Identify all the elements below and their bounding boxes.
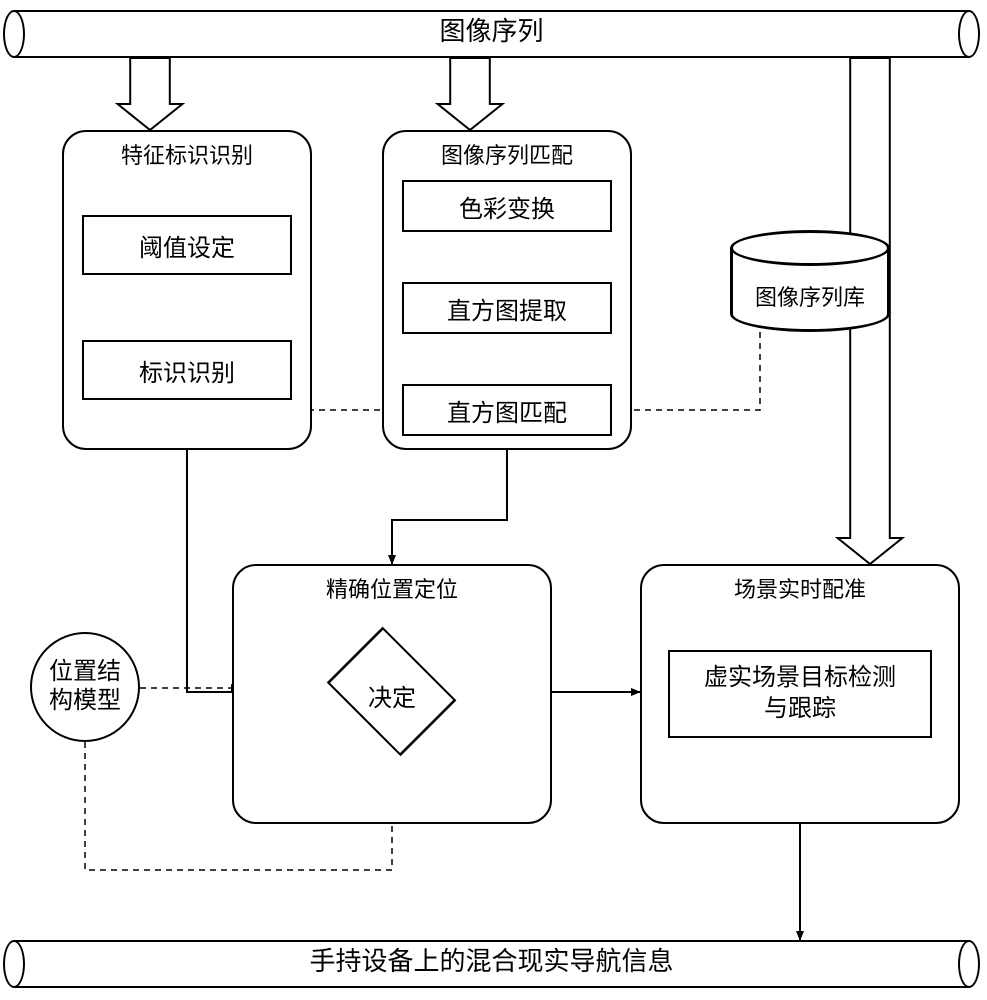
bus-top: 图像序列: [14, 10, 969, 58]
bus-top-label: 图像序列: [439, 17, 543, 46]
circle-position-model: 位置结构模型: [30, 632, 140, 742]
proc-scene-detect-track: 虚实场景目标检测与跟踪: [668, 650, 932, 738]
proc-histogram-match: 直方图匹配: [402, 384, 612, 436]
decision-label: 决定: [318, 678, 466, 713]
module-feature: 特征标识识别: [62, 130, 312, 450]
bus-top-cap-right: [958, 10, 980, 58]
module-register-title: 场景实时配准: [642, 572, 958, 604]
database-label: 图像序列库: [730, 280, 890, 312]
module-feature-title: 特征标识识别: [64, 138, 310, 170]
circle-position-model-label: 位置结构模型: [49, 658, 121, 716]
module-match-title: 图像序列匹配: [384, 138, 630, 170]
bus-bottom-label: 手持设备上的混合现实导航信息: [309, 947, 673, 976]
bus-top-cap-left: [3, 10, 25, 58]
module-locate-title: 精确位置定位: [234, 572, 550, 604]
bus-bottom-cap-left: [3, 940, 25, 988]
proc-threshold: 阈值设定: [82, 215, 292, 275]
bus-bottom-cap-right: [958, 940, 980, 988]
database-top: [730, 230, 890, 266]
decision-node: 决定: [318, 636, 466, 748]
proc-color-transform: 色彩变换: [402, 180, 612, 232]
proc-histogram-extract: 直方图提取: [402, 282, 612, 334]
proc-recognition: 标识识别: [82, 340, 292, 400]
bus-bottom: 手持设备上的混合现实导航信息: [14, 940, 969, 988]
